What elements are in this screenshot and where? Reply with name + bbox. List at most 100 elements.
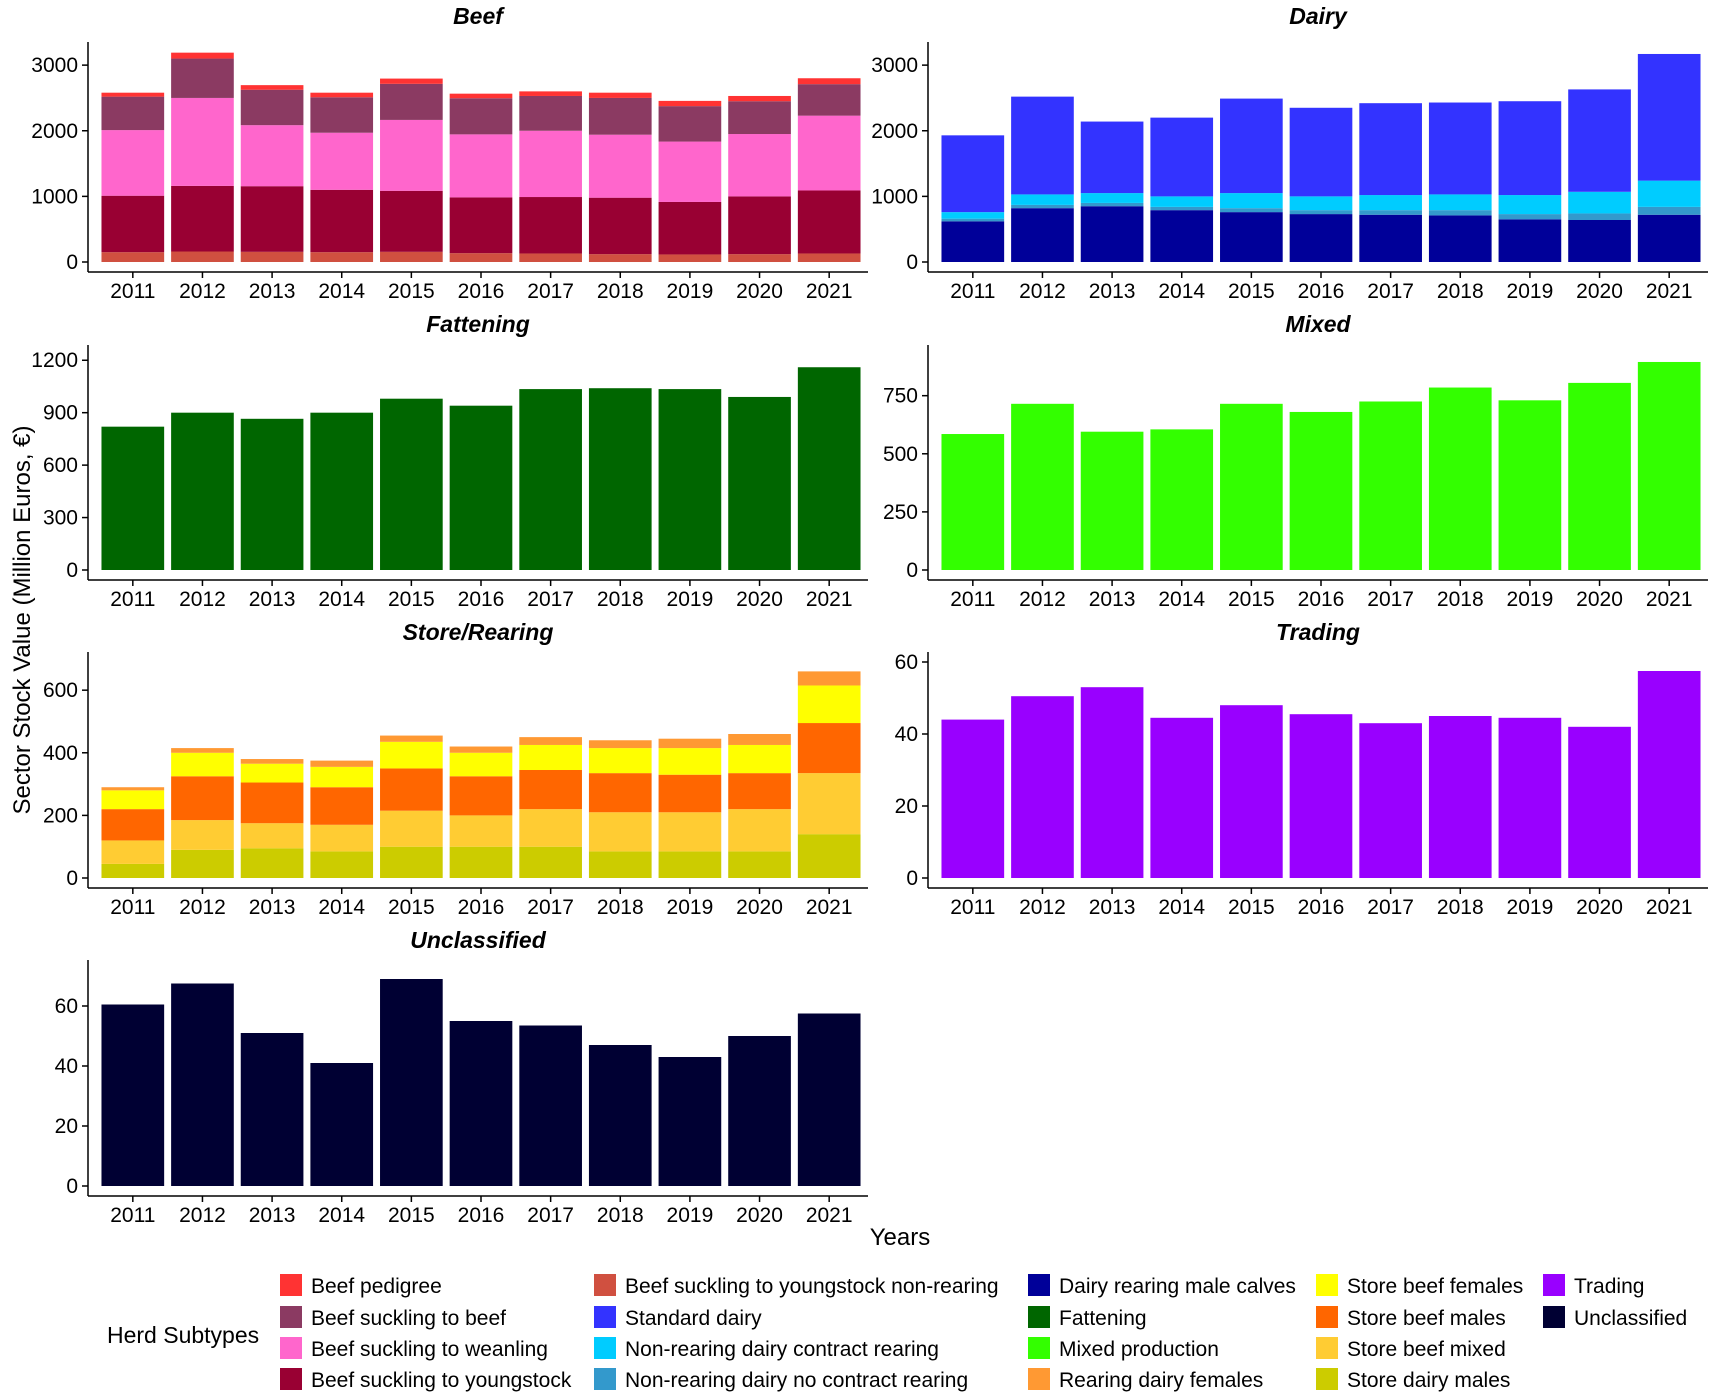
- bar-store-beef-males-2019: [658, 774, 722, 813]
- legend-item-rearing-dairy-females: Rearing dairy females: [1028, 1368, 1263, 1392]
- bar-dairy-rearing-male-calves-2018: [1428, 215, 1492, 262]
- y-tick-label: 2000: [31, 120, 78, 143]
- x-tick-label: 2017: [527, 1204, 574, 1227]
- bar-non-rearing-dairy-no-contract-rearing-2017: [1359, 210, 1422, 215]
- bar-store-beef-mixed-2013: [240, 823, 304, 849]
- bar-store-beef-males-2015: [380, 768, 443, 811]
- bar-unclassified-2017: [519, 1025, 582, 1186]
- bar-dairy-rearing-male-calves-2020: [1568, 220, 1631, 262]
- bar-store-beef-females-2015: [380, 741, 443, 769]
- bar-beef-suckling-to-youngstock-2018: [588, 197, 652, 255]
- bar-beef-suckling-to-weanling-2012: [171, 97, 234, 186]
- x-tick-label: 2014: [318, 1204, 365, 1227]
- bar-fattening-2018: [588, 388, 652, 570]
- bar-store-beef-females-2012: [171, 752, 234, 777]
- x-tick-label: 2011: [110, 1204, 155, 1227]
- x-tick-label: 2019: [667, 1204, 714, 1227]
- x-tick-label: 2011: [110, 588, 155, 611]
- bar-beef-pedigree-2012: [171, 52, 234, 59]
- bar-fattening-2011: [101, 426, 165, 570]
- bar-store-dairy-males-2017: [519, 846, 582, 878]
- bar-non-rearing-dairy-no-contract-rearing-2019: [1498, 214, 1562, 220]
- bar-store-beef-females-2011: [101, 790, 165, 810]
- bar-beef-pedigree-2021: [797, 78, 861, 85]
- x-tick-label: 2016: [1298, 280, 1345, 303]
- panel-title: Beef: [453, 3, 505, 29]
- legend-label: Store beef mixed: [1347, 1338, 1506, 1361]
- bar-store-beef-males-2020: [728, 773, 791, 810]
- panel-fattening: Fattening 2011 2012 2013 2014 2015 2016 2017 201…: [31, 311, 868, 611]
- legend-item-beef-suckling-to-beef: Beef suckling to beef: [280, 1306, 506, 1330]
- legend-label: Trading: [1574, 1275, 1644, 1298]
- x-tick-label: 2013: [1089, 896, 1136, 919]
- bar-beef-suckling-to-beef-2014: [310, 97, 374, 133]
- panel-mixed: Mixed 2011 2012 2013 2014 2015 2016 2017 2018 201…: [883, 311, 1708, 611]
- bar-beef-suckling-to-beef-2015: [380, 83, 443, 120]
- panel-title: Unclassified: [410, 927, 546, 953]
- legend-swatch: [1028, 1368, 1050, 1390]
- bar-beef-suckling-to-weanling-2013: [240, 125, 304, 187]
- y-tick-label: 250: [883, 501, 918, 524]
- bar-beef-suckling-to-beef-2013: [240, 89, 304, 126]
- bar-unclassified-2016: [449, 1021, 513, 1186]
- x-tick-label: 2018: [1437, 588, 1484, 611]
- bar-trading-2012: [1011, 696, 1074, 878]
- bar-store-beef-mixed-2020: [728, 809, 791, 852]
- x-tick-label: 2020: [736, 896, 783, 919]
- bar-store-beef-mixed-2018: [588, 812, 652, 852]
- bar-store-beef-males-2016: [449, 776, 513, 816]
- bar-fattening-2019: [658, 389, 722, 570]
- bar-store-dairy-males-2021: [797, 834, 861, 878]
- bar-standard-dairy-2012: [1011, 96, 1074, 195]
- y-tick-label: 200: [43, 804, 78, 827]
- x-tick-label: 2011: [950, 280, 995, 303]
- x-tick-label: 2012: [1019, 896, 1066, 919]
- bar-non-rearing-dairy-contract-rearing-2015: [1220, 193, 1283, 209]
- bar-standard-dairy-2015: [1220, 98, 1283, 194]
- bar-mixed-production-2011: [941, 434, 1005, 570]
- legend-swatch: [1028, 1337, 1050, 1359]
- panel-title: Dairy: [1289, 3, 1348, 29]
- y-tick-label: 0: [906, 559, 918, 582]
- bar-dairy-rearing-male-calves-2013: [1080, 206, 1144, 262]
- x-tick-label: 2014: [1158, 280, 1205, 303]
- x-tick-label: 2021: [806, 280, 853, 303]
- bar-non-rearing-dairy-no-contract-rearing-2015: [1220, 208, 1283, 213]
- legend-swatch: [1316, 1274, 1338, 1296]
- bar-beef-suckling-to-youngstock-non-rearing-2020: [728, 254, 791, 263]
- bar-store-beef-females-2019: [658, 748, 722, 775]
- y-tick-label: 600: [43, 679, 78, 702]
- bar-beef-suckling-to-youngstock-2017: [519, 197, 582, 254]
- x-tick-label: 2011: [110, 280, 155, 303]
- x-tick-label: 2019: [667, 588, 714, 611]
- bar-beef-suckling-to-youngstock-non-rearing-2016: [449, 253, 513, 262]
- panel-title: Mixed: [1285, 311, 1351, 337]
- bar-store-beef-males-2013: [240, 782, 304, 824]
- bar-dairy-rearing-male-calves-2014: [1150, 210, 1214, 262]
- x-tick-label: 2014: [1158, 588, 1205, 611]
- bar-mixed-production-2013: [1080, 431, 1144, 570]
- bar-beef-suckling-to-weanling-2020: [728, 134, 791, 197]
- x-tick-label: 2015: [388, 896, 435, 919]
- bar-fattening-2016: [449, 405, 513, 570]
- legend-label: Unclassified: [1574, 1307, 1687, 1330]
- bar-beef-pedigree-2015: [380, 78, 443, 84]
- bar-non-rearing-dairy-no-contract-rearing-2011: [941, 218, 1005, 222]
- legend-swatch: [1316, 1337, 1338, 1359]
- legend-label: Beef suckling to youngstock non-rearing: [625, 1275, 999, 1298]
- bar-beef-pedigree-2019: [658, 100, 722, 107]
- chart-panels: Beef 2011 2012 2013 2014 2015 2016 2017 2018 2019…: [31, 3, 1708, 1227]
- bar-beef-suckling-to-weanling-2011: [101, 130, 165, 196]
- bar-non-rearing-dairy-contract-rearing-2012: [1011, 194, 1074, 205]
- bar-mixed-production-2014: [1150, 429, 1214, 570]
- x-tick-label: 2019: [667, 280, 714, 303]
- bar-standard-dairy-2017: [1359, 103, 1422, 196]
- bar-store-beef-mixed-2011: [101, 840, 165, 864]
- bar-beef-suckling-to-beef-2018: [588, 97, 652, 135]
- bar-non-rearing-dairy-contract-rearing-2016: [1289, 196, 1353, 211]
- bar-store-beef-females-2017: [519, 744, 582, 770]
- x-tick-label: 2021: [1646, 588, 1693, 611]
- x-tick-label: 2018: [597, 896, 644, 919]
- bar-rearing-dairy-females-2013: [240, 759, 304, 764]
- bar-non-rearing-dairy-contract-rearing-2017: [1359, 195, 1422, 211]
